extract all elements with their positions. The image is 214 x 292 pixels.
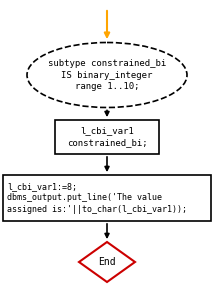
- Text: subtype constrained_bi
IS binary_integer
range 1..10;: subtype constrained_bi IS binary_integer…: [48, 59, 166, 91]
- Ellipse shape: [27, 43, 187, 107]
- Text: End: End: [98, 257, 116, 267]
- Text: l_cbi_var1:=8;
dbms_output.put_line('The value
assigned is:'||to_char(l_cbi_var1: l_cbi_var1:=8; dbms_output.put_line('The…: [7, 182, 187, 214]
- FancyBboxPatch shape: [55, 120, 159, 154]
- Text: l_cbi_var1
constrained_bi;: l_cbi_var1 constrained_bi;: [67, 127, 147, 147]
- FancyBboxPatch shape: [3, 175, 211, 221]
- Polygon shape: [79, 242, 135, 282]
